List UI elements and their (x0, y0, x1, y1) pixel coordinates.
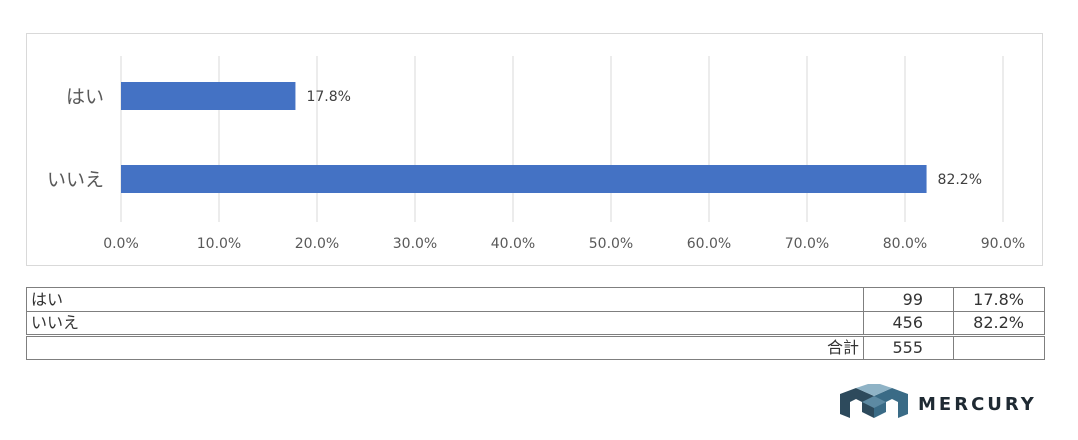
table-row: はい 99 17.8% (26, 287, 1045, 312)
category-label: いいえ (47, 169, 104, 191)
total-label: 合計 (26, 334, 864, 360)
row-label: いいえ (26, 311, 864, 336)
row-count: 99 (863, 287, 954, 312)
row-percent: 82.2% (953, 311, 1045, 336)
x-tick-label: 20.0% (295, 236, 339, 252)
category-label: はい (66, 86, 104, 108)
x-tick-label: 90.0% (981, 236, 1025, 252)
table-row: いいえ 456 82.2% (26, 311, 1045, 336)
chart-frame (26, 33, 1043, 266)
row-count: 456 (863, 311, 954, 336)
x-tick-label: 60.0% (687, 236, 731, 252)
x-tick-label: 80.0% (883, 236, 927, 252)
logo-text: MERCURY (918, 394, 1037, 415)
bar (121, 82, 296, 110)
total-row: 合計 555 (26, 334, 1045, 360)
bar-chart: 0.0% 10.0% 20.0% 30.0% 40.0% 50.0% 60.0% 70.0% 8… (47, 56, 1025, 252)
x-tick-label: 70.0% (785, 236, 829, 252)
x-tick-label: 40.0% (491, 236, 535, 252)
total-count: 555 (863, 334, 954, 360)
row-percent: 17.8% (953, 287, 1045, 312)
x-tick-label: 30.0% (393, 236, 437, 252)
bar (121, 165, 927, 193)
row-label: はい (26, 287, 864, 312)
data-label: 17.8% (306, 89, 350, 105)
mercury-m-logo-icon (840, 384, 908, 418)
x-tick-label: 10.0% (197, 236, 241, 252)
x-tick-label: 50.0% (589, 236, 633, 252)
total-percent-empty (953, 334, 1045, 360)
summary-table: はい 99 17.8% いいえ 456 82.2% 合計 555 (26, 287, 1045, 360)
x-tick-label: 0.0% (103, 236, 139, 252)
data-label: 82.2% (938, 172, 982, 188)
